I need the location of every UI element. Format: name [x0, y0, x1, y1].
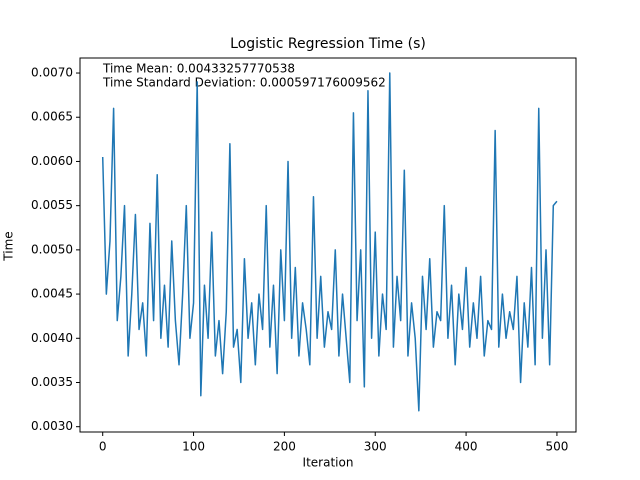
- x-tick-label: 400: [455, 440, 478, 454]
- y-tick-label: 0.0045: [31, 287, 73, 301]
- plot-frame: [79, 57, 577, 433]
- y-tick-label: 0.0060: [31, 154, 73, 168]
- y-tick-label: 0.0030: [31, 419, 73, 433]
- y-tick-label: 0.0070: [31, 66, 73, 80]
- y-tick-label: 0.0040: [31, 331, 73, 345]
- x-tick-label: 500: [545, 440, 568, 454]
- chart-title: Logistic Regression Time (s): [230, 36, 426, 52]
- y-tick-label: 0.0055: [31, 198, 73, 212]
- x-tick-label: 0: [99, 440, 107, 454]
- x-tick-label: 300: [364, 440, 387, 454]
- x-tick-label: 200: [273, 440, 296, 454]
- y-tick-label: 0.0050: [31, 242, 73, 256]
- y-tick-label: 0.0035: [31, 375, 73, 389]
- annotation: Time Mean: 0.00433257770538: [102, 62, 295, 76]
- x-axis-label: Iteration: [303, 456, 354, 470]
- y-axis-label: Time: [2, 231, 16, 261]
- annotation: Time Standard Deviation: 0.0005971760095…: [102, 76, 386, 90]
- data-line: [101, 72, 558, 412]
- y-tick-label: 0.0065: [31, 110, 73, 124]
- x-tick-label: 100: [182, 440, 205, 454]
